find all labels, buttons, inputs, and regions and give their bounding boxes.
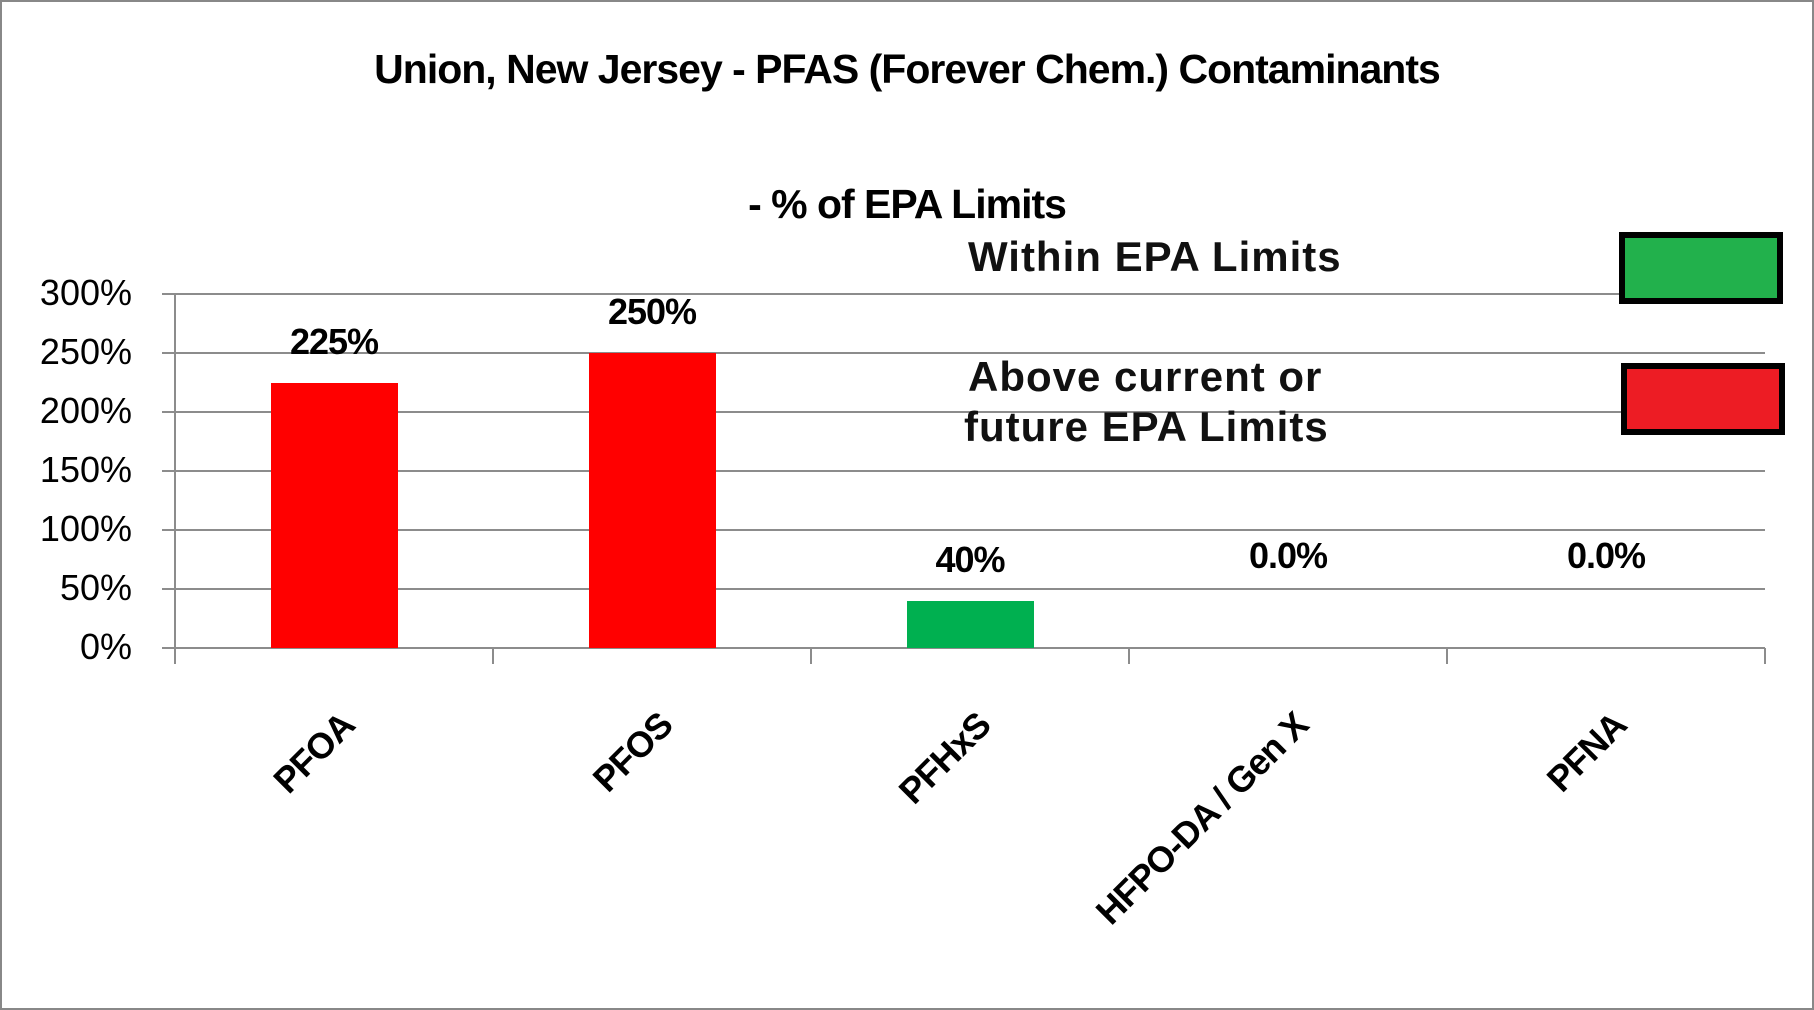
chart-title: Union, New Jersey - PFAS (Forever Chem.)… [374, 46, 1441, 92]
y-tick-label: 100% [39, 508, 132, 549]
data-label: 0.0% [1248, 535, 1328, 576]
y-axis-line [174, 294, 176, 664]
data-label: 250% [607, 291, 697, 332]
gridline [162, 470, 1765, 472]
gridline [162, 352, 1765, 354]
gridline [162, 293, 1765, 295]
bar-pfhxs [906, 600, 1034, 648]
gridline [162, 647, 1765, 649]
data-label: 0.0% [1566, 535, 1646, 576]
chart-subtitle: - % of EPA Limits [748, 181, 1067, 227]
data-label: 40% [935, 538, 1005, 580]
y-tick-label: 250% [39, 331, 132, 372]
y-tick-label: 0% [79, 626, 132, 667]
legend-label-above-line2: future EPA Limits [964, 403, 1329, 450]
data-label: 225% [289, 320, 379, 362]
gridline [162, 529, 1765, 531]
y-tick-label: 50% [59, 567, 132, 608]
legend-label-within: Within EPA Limits [968, 233, 1342, 280]
legend-label-above-line1: Above current or [968, 353, 1323, 400]
x-tick [1764, 648, 1766, 664]
x-tick [1446, 648, 1448, 664]
gridline [162, 411, 1765, 413]
x-tick [810, 648, 812, 664]
gridline [162, 588, 1765, 590]
legend-swatch-above [1621, 363, 1785, 435]
plot-area: 225% 250% 40% 0.0% 0.0% [162, 291, 1766, 664]
bar-pfos [588, 353, 716, 648]
bar-pfoa [270, 382, 398, 648]
x-tick [492, 648, 494, 664]
y-tick-label: 300% [39, 272, 132, 313]
legend-swatch-within [1619, 232, 1783, 304]
x-tick [1128, 648, 1130, 664]
y-tick-label: 200% [39, 390, 132, 431]
y-tick-label: 150% [39, 449, 132, 490]
